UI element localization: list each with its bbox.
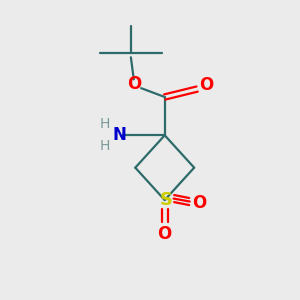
Text: O: O [200,76,214,94]
Text: O: O [192,194,206,212]
Text: H: H [99,139,110,153]
Text: S: S [160,191,173,209]
Text: O: O [158,225,172,243]
Text: H: H [99,117,110,131]
Text: N: N [112,126,126,144]
Text: O: O [127,75,141,93]
